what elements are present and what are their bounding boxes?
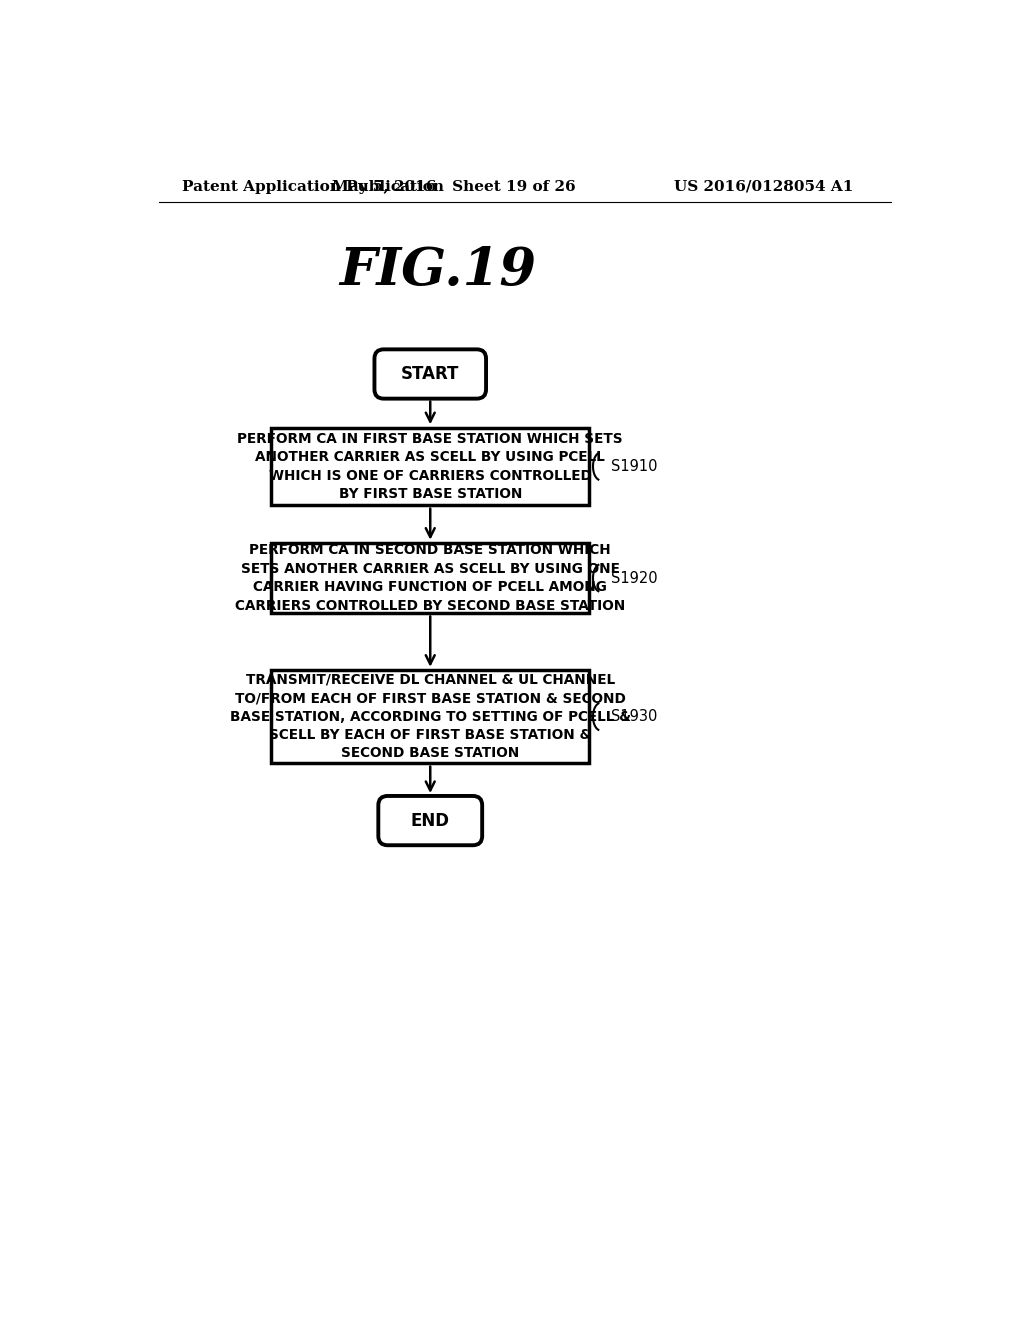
FancyBboxPatch shape: [271, 428, 589, 506]
Text: PERFORM CA IN FIRST BASE STATION WHICH SETS
ANOTHER CARRIER AS SCELL BY USING PC: PERFORM CA IN FIRST BASE STATION WHICH S…: [238, 432, 623, 502]
Text: START: START: [401, 366, 460, 383]
Text: END: END: [411, 812, 450, 829]
FancyBboxPatch shape: [378, 796, 482, 845]
FancyBboxPatch shape: [375, 350, 486, 399]
FancyBboxPatch shape: [271, 671, 589, 763]
Text: TRANSMIT/RECEIVE DL CHANNEL & UL CHANNEL
TO/FROM EACH OF FIRST BASE STATION & SE: TRANSMIT/RECEIVE DL CHANNEL & UL CHANNEL…: [229, 673, 631, 760]
Text: S1910: S1910: [611, 459, 657, 474]
Text: PERFORM CA IN SECOND BASE STATION WHICH
SETS ANOTHER CARRIER AS SCELL BY USING O: PERFORM CA IN SECOND BASE STATION WHICH …: [236, 544, 626, 612]
Text: Patent Application Publication: Patent Application Publication: [182, 180, 444, 194]
Text: S1920: S1920: [611, 570, 657, 586]
Text: S1930: S1930: [611, 709, 657, 725]
Text: US 2016/0128054 A1: US 2016/0128054 A1: [674, 180, 853, 194]
FancyBboxPatch shape: [271, 544, 589, 612]
Text: May 5, 2016   Sheet 19 of 26: May 5, 2016 Sheet 19 of 26: [332, 180, 575, 194]
Text: FIG.19: FIG.19: [339, 244, 537, 296]
